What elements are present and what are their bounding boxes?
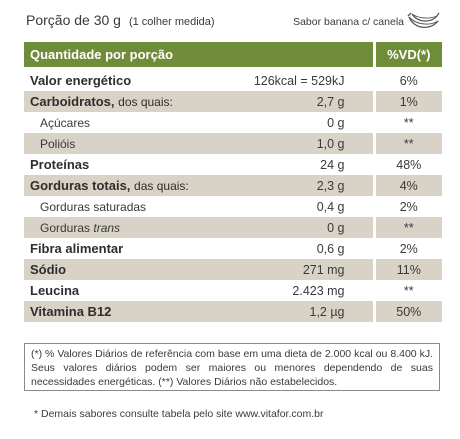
row-qualifier: dos quais:	[118, 95, 173, 109]
row-value: 271 mg	[234, 259, 375, 280]
row-value: 2.423 mg	[234, 280, 375, 301]
row-name: Vitamina B12	[24, 301, 234, 322]
row-value: 0 g	[234, 112, 375, 133]
table-header: Quantidade por porção %VD(*)	[24, 42, 443, 70]
table-row: Leucina 2.423 mg **	[24, 280, 443, 301]
banana-icon	[407, 12, 440, 28]
row-dv: 11%	[372, 259, 443, 280]
row-name: Sódio	[24, 259, 234, 280]
row-dv: 48%	[372, 154, 443, 175]
table-row: Polióis 1,0 g **	[24, 133, 443, 154]
row-qualifier: trans	[93, 220, 121, 235]
row-name: Carboidratos, dos quais:	[24, 91, 234, 112]
row-name: Fibra alimentar	[24, 238, 234, 259]
table-row: Fibra alimentar 0,6 g 2%	[24, 238, 443, 259]
portion-header: Porção de 30 g (1 colher medida) Sabor ba…	[24, 6, 442, 36]
row-dv: 4%	[372, 175, 443, 196]
portion-label: Porção de 30 g	[26, 12, 121, 28]
table-row: Proteínas 24 g 48%	[24, 154, 443, 175]
row-value: 2,3 g	[234, 175, 375, 196]
row-value: 2,7 g	[234, 91, 375, 112]
table-row: Gorduras totais, das quais: 2,3 g 4%	[24, 175, 443, 196]
row-value: 0,4 g	[234, 196, 375, 217]
table-row: Sódio 271 mg 11%	[24, 259, 443, 280]
portion-sublabel: (1 colher medida)	[128, 16, 215, 28]
row-value: 0,6 g	[234, 238, 375, 259]
row-value: 0 g	[234, 217, 375, 238]
header-dv: %VD(*)	[372, 42, 443, 70]
nutrition-table: Quantidade por porção %VD(*) Valor energ…	[24, 42, 443, 322]
row-dv: 6%	[372, 68, 443, 91]
row-dv: 50%	[372, 301, 443, 322]
daily-values-note: (*) % Valores Diários de referência com …	[24, 343, 440, 391]
table-row: Açúcares 0 g **	[24, 112, 443, 133]
table-row: Vitamina B12 1,2 µg 50%	[24, 301, 443, 322]
row-value: 126kcal = 529kJ	[234, 68, 375, 91]
table-row: Gorduras saturadas 0,4 g 2%	[24, 196, 443, 217]
row-qualifier: das quais:	[134, 179, 189, 193]
row-name: Gorduras trans	[24, 217, 234, 238]
row-name: Proteínas	[24, 154, 234, 175]
table-row: Carboidratos, dos quais: 2,7 g 1%	[24, 91, 443, 112]
row-name: Valor energético	[24, 68, 234, 91]
row-dv: **	[372, 112, 443, 133]
portion-size: Porção de 30 g (1 colher medida)	[26, 12, 215, 28]
table-row: Valor energético 126kcal = 529kJ 6%	[24, 68, 443, 91]
row-name: Leucina	[24, 280, 234, 301]
row-dv: 2%	[372, 238, 443, 259]
row-dv: 2%	[372, 196, 443, 217]
row-dv: **	[372, 217, 443, 238]
row-dv: 1%	[372, 91, 443, 112]
header-quantity: Quantidade por porção	[24, 42, 375, 70]
row-dv: **	[372, 133, 443, 154]
row-value: 1,2 µg	[234, 301, 375, 322]
row-name: Açúcares	[24, 112, 234, 133]
row-name: Gorduras saturadas	[24, 196, 234, 217]
table-row: Gorduras trans 0 g **	[24, 217, 443, 238]
row-name: Polióis	[24, 133, 234, 154]
row-value: 1,0 g	[234, 133, 375, 154]
row-dv: **	[372, 280, 443, 301]
flavor-label: Sabor banana c/ canela	[293, 16, 404, 28]
footer-note: * Demais sabores consulte tabela pelo si…	[34, 408, 324, 420]
row-value: 24 g	[234, 154, 375, 175]
row-name: Gorduras totais, das quais:	[24, 175, 234, 196]
